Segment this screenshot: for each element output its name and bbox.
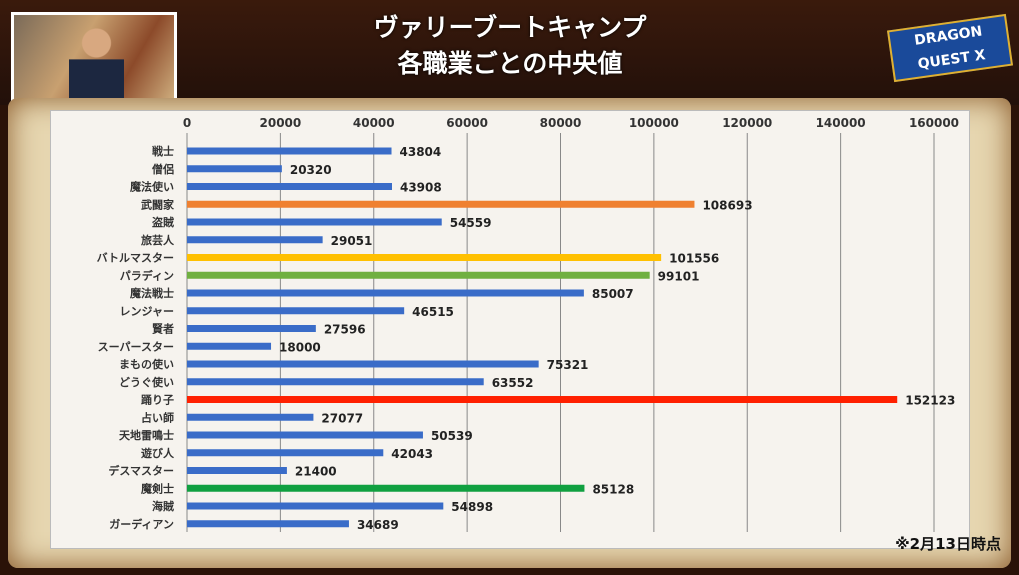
x-tick-label: 20000 <box>260 116 302 130</box>
data-label: 43804 <box>400 145 442 159</box>
bar <box>187 236 323 244</box>
data-label: 29051 <box>331 234 373 248</box>
x-tick-label: 160000 <box>909 116 959 130</box>
data-label: 54559 <box>450 216 492 230</box>
x-tick-label: 60000 <box>446 116 488 130</box>
bar <box>187 467 287 474</box>
title-line2: 各職業ごとの中央値 <box>397 49 623 78</box>
category-label: 魔法戦士 <box>130 286 174 300</box>
data-label: 21400 <box>295 465 337 479</box>
bar <box>187 396 898 403</box>
bar <box>187 271 650 279</box>
category-label: 武闘家 <box>141 197 175 211</box>
category-label: どうぐ使い <box>119 375 174 389</box>
bar <box>187 325 316 332</box>
data-label: 42043 <box>391 447 433 461</box>
category-label: ガーディアン <box>109 517 174 531</box>
data-label: 27596 <box>324 323 366 337</box>
date-note: ※2月13日時点 <box>895 535 1001 553</box>
data-label: 85128 <box>592 482 634 496</box>
bar <box>187 165 282 173</box>
data-label: 18000 <box>279 340 321 354</box>
category-label: 踊り子 <box>141 394 174 407</box>
x-tick-label: 80000 <box>540 116 582 130</box>
category-label: 僧侶 <box>152 162 174 176</box>
x-tick-label: 140000 <box>816 116 866 130</box>
bar <box>187 502 444 510</box>
data-label: 99101 <box>658 269 700 283</box>
category-label: バトルマスター <box>97 252 174 265</box>
data-label: 54898 <box>451 500 493 514</box>
bar <box>187 520 349 528</box>
bar <box>187 449 384 457</box>
category-label: 海賊 <box>152 499 174 513</box>
data-label: 43908 <box>400 181 442 195</box>
category-label: 占い師 <box>141 410 174 424</box>
data-label: 101556 <box>669 252 719 266</box>
presenter <box>69 23 124 103</box>
category-label: 戦士 <box>152 144 174 158</box>
bar <box>187 360 539 368</box>
category-label: 盗賊 <box>152 215 174 229</box>
bar <box>187 218 442 226</box>
data-label: 27077 <box>321 411 363 425</box>
category-label: デスマスター <box>108 464 174 478</box>
data-label: 108693 <box>702 198 752 212</box>
category-label: 遊び人 <box>141 446 175 460</box>
category-label: パラディン <box>120 268 174 282</box>
category-label: 旅芸人 <box>141 233 175 247</box>
category-label: 賢者 <box>152 322 174 336</box>
data-label: 34689 <box>357 518 399 532</box>
bar <box>187 147 392 155</box>
x-tick-label: 120000 <box>722 116 772 130</box>
bar <box>187 254 662 261</box>
category-label: スーパースター <box>98 340 174 353</box>
category-label: まもの使い <box>119 357 174 371</box>
bar <box>187 342 272 350</box>
bar <box>187 378 484 386</box>
bar <box>187 200 695 208</box>
data-label: 152123 <box>905 394 955 408</box>
data-label: 20320 <box>290 163 332 177</box>
data-label: 63552 <box>492 376 534 390</box>
data-label: 46515 <box>412 305 454 319</box>
x-tick-label: 0 <box>183 116 191 130</box>
bar <box>187 413 314 421</box>
bar <box>187 431 423 439</box>
data-label: 75321 <box>547 358 589 372</box>
category-label: 魔剣士 <box>141 481 174 495</box>
x-tick-label: 100000 <box>629 116 679 130</box>
bar <box>187 183 392 190</box>
bar <box>187 289 584 297</box>
bar <box>187 307 405 315</box>
x-tick-label: 40000 <box>353 116 395 130</box>
category-label: 天地雷鳴士 <box>119 428 174 442</box>
category-label: 魔法使い <box>130 180 174 194</box>
title-line1: ヴァリーブートキャンプ <box>373 13 647 42</box>
bar <box>187 484 585 492</box>
data-label: 50539 <box>431 429 473 443</box>
data-label: 85007 <box>592 287 634 301</box>
category-label: レンジャー <box>120 305 174 318</box>
